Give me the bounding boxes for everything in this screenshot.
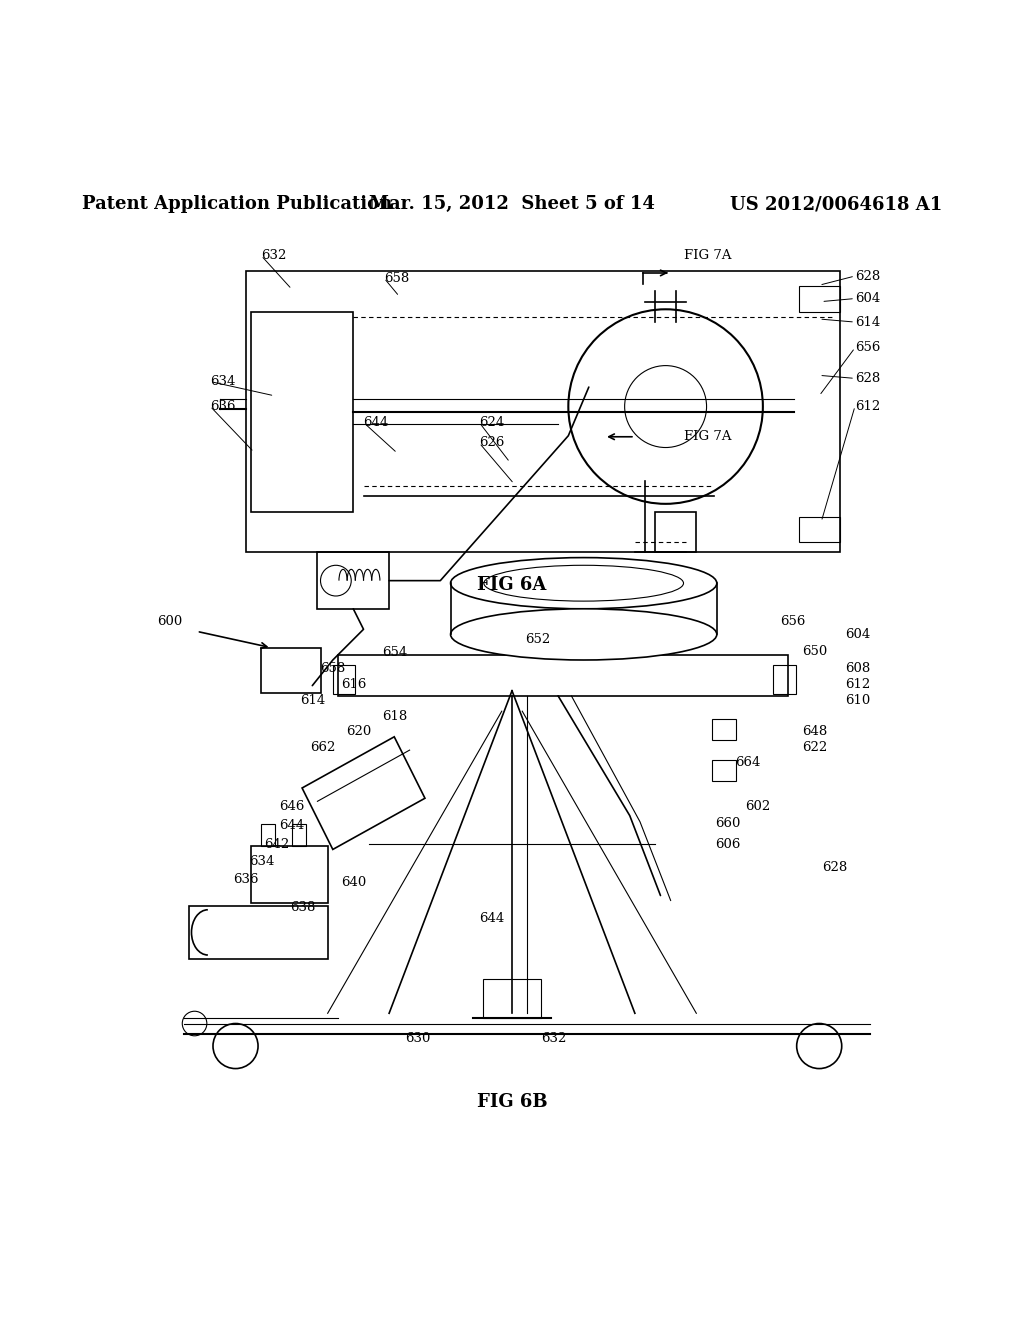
Text: 622: 622 [802, 741, 827, 754]
Bar [655, 512, 696, 553]
Bar [338, 655, 788, 696]
Text: FIG 7A: FIG 7A [684, 430, 731, 444]
Ellipse shape [483, 565, 684, 601]
Bar [483, 979, 541, 1019]
Text: 656: 656 [780, 615, 806, 627]
Ellipse shape [451, 609, 717, 660]
Bar [773, 665, 796, 694]
Bar [251, 846, 328, 903]
Text: 642: 642 [264, 838, 290, 851]
Bar [251, 312, 353, 512]
Text: 604: 604 [855, 292, 881, 305]
Text: 646: 646 [280, 800, 305, 813]
Text: 638: 638 [290, 902, 315, 915]
Text: 654: 654 [382, 647, 408, 659]
Text: 600: 600 [157, 615, 182, 627]
Text: FIG 6B: FIG 6B [477, 1093, 547, 1111]
Circle shape [182, 1011, 207, 1036]
Text: 636: 636 [210, 400, 236, 413]
Text: 608: 608 [845, 661, 870, 675]
Bar [712, 760, 736, 781]
Bar [799, 286, 840, 312]
Text: 644: 644 [280, 820, 305, 833]
Bar [246, 271, 840, 553]
Text: 624: 624 [479, 416, 505, 429]
Text: 628: 628 [855, 372, 881, 385]
Bar [799, 516, 840, 543]
Text: 630: 630 [406, 1032, 431, 1045]
Bar [261, 824, 275, 846]
Text: 658: 658 [321, 661, 346, 675]
Bar [712, 719, 736, 741]
Bar [317, 553, 389, 609]
Text: 616: 616 [341, 678, 367, 692]
Text: 602: 602 [745, 800, 771, 813]
Text: 660: 660 [715, 817, 740, 830]
Text: 604: 604 [845, 628, 870, 642]
Text: 632: 632 [261, 249, 287, 261]
Ellipse shape [451, 557, 717, 609]
Text: 640: 640 [341, 875, 367, 888]
Bar [292, 824, 306, 846]
Text: 634: 634 [210, 375, 236, 388]
Bar [333, 665, 355, 694]
Text: 650: 650 [802, 645, 827, 659]
Text: FIG 7A: FIG 7A [684, 249, 731, 261]
Text: 636: 636 [233, 873, 259, 886]
Text: 610: 610 [845, 694, 870, 708]
Text: 664: 664 [735, 756, 761, 768]
Text: Patent Application Publication: Patent Application Publication [82, 195, 392, 214]
Bar [189, 906, 328, 960]
Text: 614: 614 [300, 694, 326, 708]
Text: 644: 644 [479, 912, 505, 924]
Text: 648: 648 [802, 725, 827, 738]
Text: 606: 606 [715, 838, 740, 851]
Circle shape [213, 1023, 258, 1069]
Text: 626: 626 [479, 437, 505, 449]
Text: 614: 614 [855, 315, 881, 329]
Text: 644: 644 [364, 416, 389, 429]
Text: 612: 612 [845, 678, 870, 692]
Text: 628: 628 [855, 269, 881, 282]
Text: 658: 658 [384, 272, 410, 285]
Text: 662: 662 [310, 741, 336, 754]
Text: 656: 656 [855, 341, 881, 354]
Text: 620: 620 [346, 725, 372, 738]
Text: 628: 628 [822, 862, 848, 874]
Text: FIG 6A: FIG 6A [477, 577, 547, 594]
Text: 612: 612 [855, 400, 881, 413]
Text: 652: 652 [525, 634, 551, 645]
Bar [261, 648, 321, 693]
Text: 632: 632 [541, 1032, 566, 1045]
Text: US 2012/0064618 A1: US 2012/0064618 A1 [730, 195, 942, 214]
Text: 618: 618 [382, 710, 408, 723]
Text: Mar. 15, 2012  Sheet 5 of 14: Mar. 15, 2012 Sheet 5 of 14 [369, 195, 655, 214]
Circle shape [797, 1023, 842, 1069]
Text: 634: 634 [249, 855, 274, 869]
